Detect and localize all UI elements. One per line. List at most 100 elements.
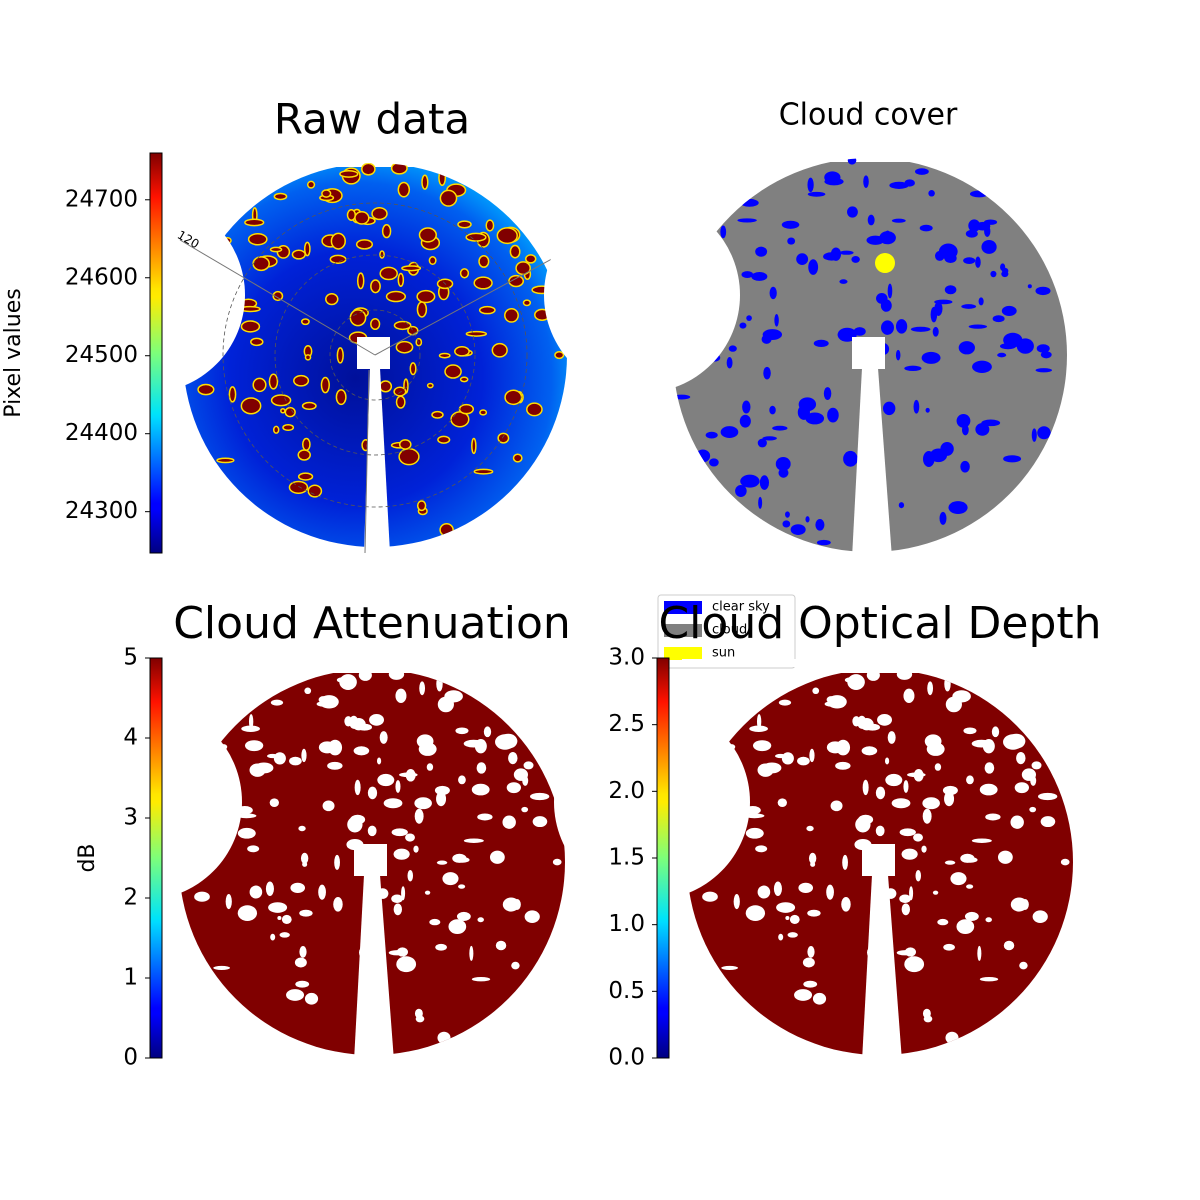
cloud-blob [513, 768, 528, 781]
cloud-blob [426, 382, 434, 389]
cloud-blob [495, 734, 515, 750]
cloud-blob [328, 739, 343, 756]
cloud-blob [781, 220, 800, 229]
cloud-blob [925, 407, 930, 413]
cloud-blob [473, 276, 493, 290]
cloud-blob [913, 399, 920, 414]
cloud-blob [194, 891, 210, 902]
cloud-blob [1029, 806, 1037, 813]
cloud-blob [393, 903, 403, 916]
cloud-blob [497, 432, 510, 444]
cloud-blob [416, 734, 434, 749]
cloud-blob [960, 853, 975, 863]
cloud-blob [903, 688, 915, 703]
cloud-blob [252, 377, 267, 393]
cloud-blob [506, 782, 521, 794]
cloud-blob [887, 283, 893, 299]
cloud-blob [290, 882, 306, 893]
cloud-blob [377, 773, 395, 787]
cloud-blob [853, 327, 866, 336]
cloud-blob [823, 387, 832, 400]
cloud-blob [437, 435, 451, 444]
panel-title: Raw data [274, 95, 470, 144]
cloud-blob [270, 699, 284, 706]
cloud-blob [945, 696, 962, 713]
cloud-blob [353, 746, 370, 756]
cloud-blob [515, 261, 531, 276]
cloud-blob [741, 271, 754, 278]
cloud-blob [861, 746, 878, 756]
cloud-blob [826, 884, 834, 900]
cloud-blob [756, 714, 762, 729]
cloud-blob [354, 210, 370, 225]
cloud-blob [1021, 768, 1036, 781]
cloud-blob [910, 326, 931, 332]
colorbar-tick-label: 24300 [65, 498, 138, 524]
cloud-blob [769, 405, 776, 415]
cloud-blob [349, 309, 367, 327]
cloud-blob [802, 957, 815, 968]
cloud-blob [512, 453, 523, 463]
cloud-blob [496, 227, 518, 245]
cloud-blob [739, 414, 751, 428]
horizon-mask [554, 704, 750, 900]
arm-mask [862, 844, 895, 876]
cloud-blob [448, 919, 467, 935]
cloud-blob [399, 772, 418, 778]
horizon-mask [49, 197, 245, 393]
cloud-blob [757, 763, 774, 777]
cloud-blob [247, 233, 268, 246]
cloud-blob [950, 872, 967, 886]
cloud-blob [225, 894, 232, 910]
cloud-blob [431, 410, 444, 419]
cloud-blob [376, 757, 382, 765]
cloud-blob [863, 175, 869, 188]
cloud-blob [958, 341, 975, 355]
cloud-blob [735, 485, 747, 497]
cloud-blob [775, 457, 791, 471]
cloud-blob [322, 800, 335, 812]
cloud-blob [301, 748, 307, 763]
colorbar-tick-label: 0.0 [608, 1045, 645, 1071]
legend-label: sun [712, 646, 735, 661]
cloud-blob [903, 780, 909, 793]
cloud-blob [237, 905, 258, 921]
cloud-blob [281, 914, 292, 924]
top-mask [178, 153, 572, 161]
colorbar [149, 152, 163, 554]
polar-grid [222, 202, 528, 508]
cloud-blob [521, 806, 529, 813]
arm-mask [364, 368, 390, 553]
cloud-blob [270, 394, 292, 407]
cloud-blob [407, 869, 414, 882]
cloud-blob [728, 345, 737, 352]
cloud-blob [763, 366, 771, 380]
cloud-blob [944, 791, 955, 807]
colorbar-tick-label: 1.5 [608, 845, 645, 871]
cloud-blob [459, 376, 469, 383]
cloud-blob [1035, 368, 1053, 373]
colorbar-tick-label: 1.0 [608, 911, 645, 937]
polar-axis [179, 239, 376, 356]
arm-mask [852, 368, 892, 558]
cloud-blob [975, 422, 990, 436]
cloud-blob [880, 320, 894, 335]
cloud-blob [978, 297, 984, 306]
arm-mask [354, 844, 387, 876]
cloud-blob [351, 718, 366, 731]
cloud-blob [726, 356, 733, 369]
cloud-blob [824, 701, 839, 707]
cloud-blob [439, 523, 454, 537]
cloud-blob [979, 783, 998, 796]
cloud-blob [491, 342, 508, 358]
cloud-blob [508, 752, 518, 765]
cloud-blob [458, 884, 466, 889]
cloud-blob [737, 218, 757, 223]
cloud-blob [244, 218, 265, 227]
cloud-blob [452, 853, 467, 863]
cloud-blob [956, 919, 975, 935]
cloud-blob [1040, 816, 1056, 828]
cloud-blob [502, 815, 516, 829]
cloud-blob [398, 439, 412, 450]
cloud-blob [721, 965, 739, 970]
